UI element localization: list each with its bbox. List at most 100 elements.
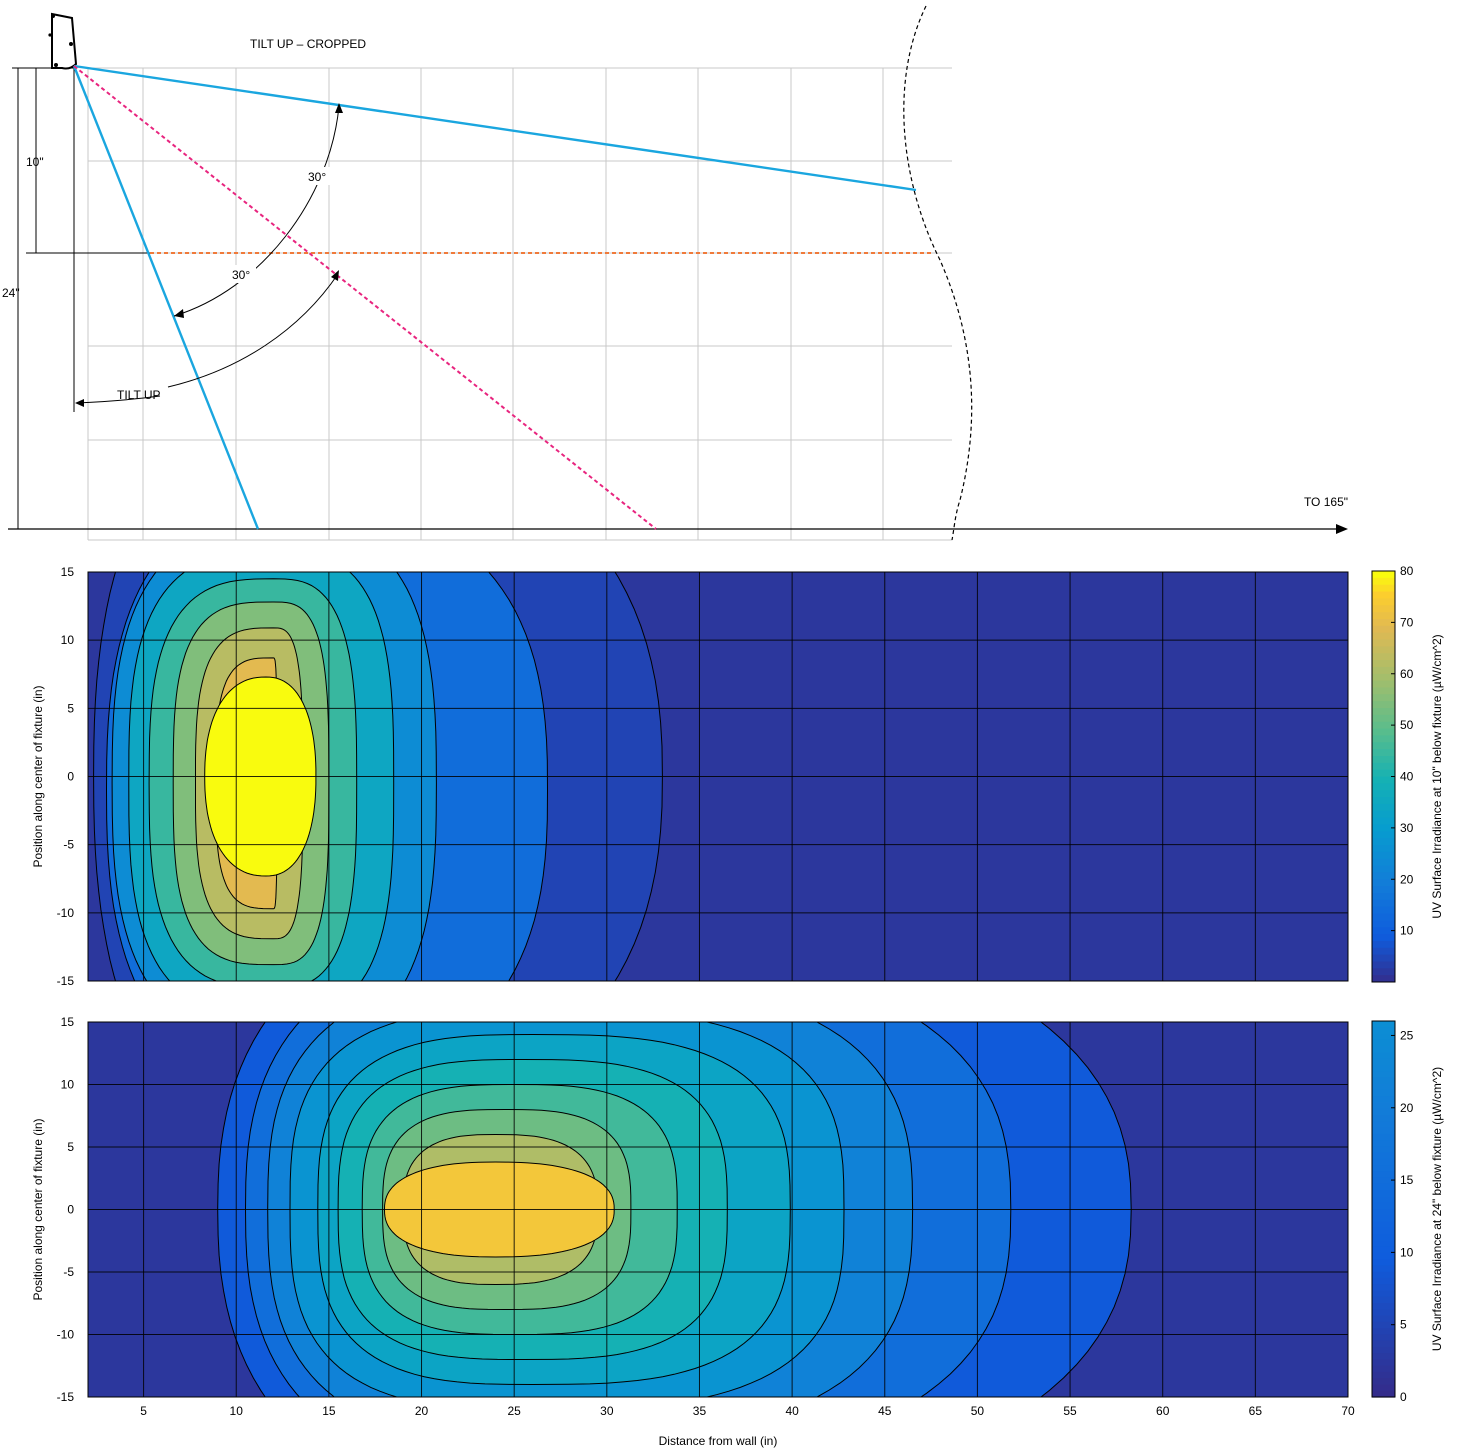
angle-arcs xyxy=(75,105,340,404)
colorbar-step xyxy=(1372,1133,1395,1141)
colorbar-step xyxy=(1372,790,1395,798)
x-tick-label: 5 xyxy=(140,1404,147,1418)
colorbar-step xyxy=(1372,879,1395,887)
colorbar-step xyxy=(1372,1259,1395,1266)
colorbar-step xyxy=(1372,1190,1395,1198)
colorbar-step xyxy=(1372,1127,1395,1135)
colorbar-step xyxy=(1372,714,1395,723)
colorbar-step xyxy=(1372,838,1395,846)
colorbar-step xyxy=(1372,1246,1395,1254)
heatmap-24in-y-ticks: 15 10 5 0 -5 -10 -15 xyxy=(57,1015,75,1404)
colorbar-24in: 0 5 10 15 20 25 xyxy=(1371,1020,1414,1404)
colorbar-step xyxy=(1372,803,1395,812)
colorbar-step xyxy=(1372,1077,1395,1085)
colorbar-step xyxy=(1372,1334,1395,1342)
colorbar-step xyxy=(1372,1328,1395,1335)
y-tick-label: 10 xyxy=(61,1078,75,1092)
colorbar-step xyxy=(1372,653,1395,661)
angle-label-bg-lower xyxy=(226,265,256,283)
colorbar-step xyxy=(1372,694,1395,702)
colorbar-step xyxy=(1372,1390,1395,1398)
colorbar-step xyxy=(1372,605,1395,613)
angle-arrowhead-upper xyxy=(335,103,343,113)
x-axis-label: Distance from wall (in) xyxy=(659,1434,778,1448)
angle-label-lower: 30° xyxy=(232,268,250,282)
colorbar-step xyxy=(1372,893,1395,901)
colorbar-step xyxy=(1372,1158,1395,1166)
colorbar-step xyxy=(1372,1165,1395,1172)
diagram-grid xyxy=(87,67,952,541)
colorbar-step xyxy=(1372,619,1395,627)
colorbar-step xyxy=(1372,701,1395,709)
colorbar-step xyxy=(1372,1215,1395,1223)
colorbar-step xyxy=(1372,1209,1395,1216)
x-tick-label: 60 xyxy=(1156,1404,1170,1418)
colorbar-tick-label: 0 xyxy=(1400,1390,1407,1404)
colorbar-step xyxy=(1372,954,1395,962)
colorbar-step xyxy=(1372,934,1395,942)
colorbar-step xyxy=(1372,735,1395,743)
colorbar-step xyxy=(1372,810,1395,819)
colorbar-step xyxy=(1372,927,1395,935)
colorbar-step xyxy=(1372,673,1395,682)
colorbar-step xyxy=(1372,762,1395,771)
colorbar-step xyxy=(1372,769,1395,777)
colorbar-step xyxy=(1372,1234,1395,1241)
colorbar-step xyxy=(1372,1115,1395,1122)
x-tick-label: 35 xyxy=(693,1404,707,1418)
colorbar-frame xyxy=(1371,1020,1396,1398)
heatmap-10in-y-ticks: 15 10 5 0 -5 -10 -15 xyxy=(57,565,75,988)
colorbar-step xyxy=(1372,1353,1395,1360)
colorbar-step xyxy=(1372,851,1395,860)
colorbar-step xyxy=(1372,940,1395,949)
colorbar-tick-label: 5 xyxy=(1400,1318,1407,1332)
colorbar-step xyxy=(1372,1384,1395,1392)
colorbar-tick-label: 20 xyxy=(1400,1101,1414,1115)
y-tick-label: -15 xyxy=(57,974,75,988)
colorbar-step xyxy=(1372,728,1395,736)
colorbar-step xyxy=(1372,947,1395,956)
x-tick-label: 50 xyxy=(971,1404,985,1418)
colorbar-tick-label: 20 xyxy=(1400,872,1414,886)
colorbar-step xyxy=(1372,858,1395,867)
height-label-10: 10" xyxy=(26,155,44,169)
colorbar-step xyxy=(1372,1046,1395,1053)
colorbar-step xyxy=(1372,1371,1395,1379)
room-boundary-curve xyxy=(903,5,973,541)
colorbar-tick-label: 10 xyxy=(1400,1245,1414,1259)
angle-arrowhead-lower xyxy=(174,309,184,318)
colorbar-step xyxy=(1372,968,1395,976)
colorbar-tick-label: 50 xyxy=(1400,718,1414,732)
colorbar-tick-label: 25 xyxy=(1400,1028,1414,1042)
colorbar-step xyxy=(1372,1171,1395,1179)
colorbar-step xyxy=(1372,1277,1395,1285)
colorbar-step xyxy=(1372,749,1395,757)
colorbar-step xyxy=(1372,975,1395,983)
heatmap-24in-y-axis-label: Position along center of fixture (in) xyxy=(31,1118,45,1300)
y-tick-label: -10 xyxy=(57,906,75,920)
colorbar-step xyxy=(1372,824,1395,832)
colorbar-step xyxy=(1372,1346,1395,1354)
x-tick-label: 10 xyxy=(230,1404,244,1418)
colorbar-step xyxy=(1372,1021,1395,1028)
y-tick-label: 5 xyxy=(67,701,74,715)
tilt-diagram: TILT UP – CROPPED 10" 24" TO 165" xyxy=(2,5,1348,541)
x-tick-label: 25 xyxy=(507,1404,521,1418)
y-tick-label: 15 xyxy=(61,565,75,579)
colorbar-step xyxy=(1372,920,1395,928)
colorbar-step xyxy=(1372,721,1395,730)
colorbar-step xyxy=(1372,1284,1395,1292)
colorbar-step xyxy=(1372,1039,1395,1047)
heatmap-24in-grid xyxy=(88,1022,1348,1397)
colorbar-tick-label: 80 xyxy=(1400,564,1414,578)
colorbar-step xyxy=(1372,1140,1395,1147)
beam-center-ray xyxy=(73,65,657,530)
tilt-arrowhead xyxy=(331,270,339,281)
colorbar-step xyxy=(1372,1027,1395,1035)
colorbar-step xyxy=(1372,598,1395,606)
height-dimension-lines xyxy=(12,67,150,529)
colorbar-step xyxy=(1372,1303,1395,1310)
colorbar-step xyxy=(1372,660,1395,668)
colorbar-step xyxy=(1372,577,1395,586)
